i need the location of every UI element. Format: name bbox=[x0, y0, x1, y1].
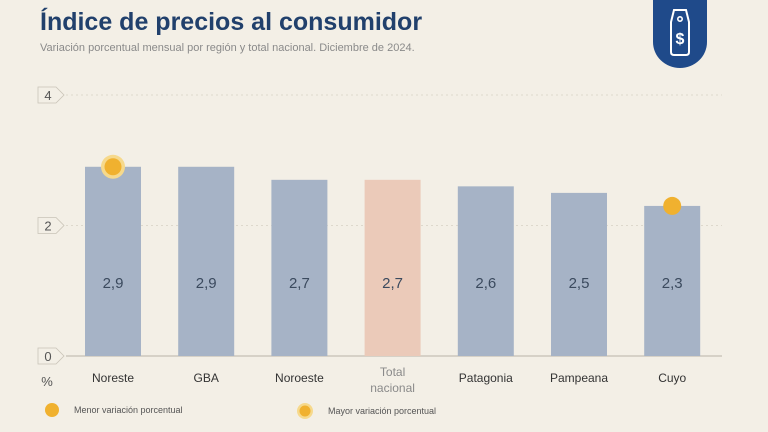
y-tick-label: 2 bbox=[44, 219, 51, 234]
legend-item-min: Menor variación porcentual bbox=[44, 402, 183, 418]
legend-item-max: Mayor variación porcentual bbox=[296, 402, 436, 420]
y-tick-badge bbox=[37, 86, 65, 104]
label-layer: 2,9 Noreste 2,9 GBA 2,7 Noroeste 2,7 Total nacio… bbox=[92, 154, 687, 395]
bar-layer bbox=[85, 166, 701, 356]
ringed-dot-icon bbox=[297, 403, 313, 419]
bar bbox=[271, 179, 328, 356]
bar-value-label: 2,5 bbox=[569, 275, 590, 292]
filled-dot-icon bbox=[45, 403, 59, 417]
y-tick-label: 0 bbox=[44, 349, 51, 364]
grid-layer: 0 2 4 bbox=[37, 86, 722, 365]
bar bbox=[85, 166, 141, 356]
x-tick-label: Noreste bbox=[92, 371, 134, 385]
y-axis-unit: % bbox=[41, 374, 53, 389]
bar bbox=[644, 205, 701, 356]
page-title: Índice de precios al consumidor bbox=[40, 8, 423, 36]
x-tick-label: Patagonia bbox=[459, 371, 513, 385]
bar-value-label: 2,3 bbox=[662, 275, 683, 292]
x-tick-label: Noroeste bbox=[275, 371, 324, 385]
y-tick-badge bbox=[37, 347, 65, 365]
x-tick-label: GBA bbox=[194, 371, 219, 385]
price-tag-dollar-icon: $ bbox=[653, 0, 707, 68]
bar-value-label: 2,7 bbox=[382, 275, 403, 292]
bar-value-label: 2,6 bbox=[475, 275, 496, 292]
y-tick-label: 4 bbox=[44, 88, 51, 103]
max-marker bbox=[104, 158, 122, 176]
dollar-glyph: $ bbox=[676, 31, 685, 48]
min-marker bbox=[663, 196, 682, 215]
legend-label-min: Menor variación porcentual bbox=[74, 405, 183, 415]
x-tick-label: Total nacional bbox=[370, 365, 415, 395]
bar-value-label: 2,7 bbox=[289, 275, 310, 292]
y-tick-badge bbox=[37, 217, 65, 234]
bar bbox=[178, 166, 235, 356]
bar-value-label: 2,9 bbox=[103, 275, 124, 292]
bar bbox=[457, 186, 514, 356]
bar-value-label: 2,9 bbox=[196, 275, 217, 292]
bar bbox=[364, 179, 421, 356]
page-subtitle: Variación porcentual mensual por región … bbox=[40, 42, 415, 54]
x-tick-label: Cuyo bbox=[658, 371, 686, 385]
legend-label-max: Mayor variación porcentual bbox=[328, 406, 437, 416]
bar bbox=[551, 192, 607, 356]
x-tick-label: Pampeana bbox=[550, 371, 608, 385]
